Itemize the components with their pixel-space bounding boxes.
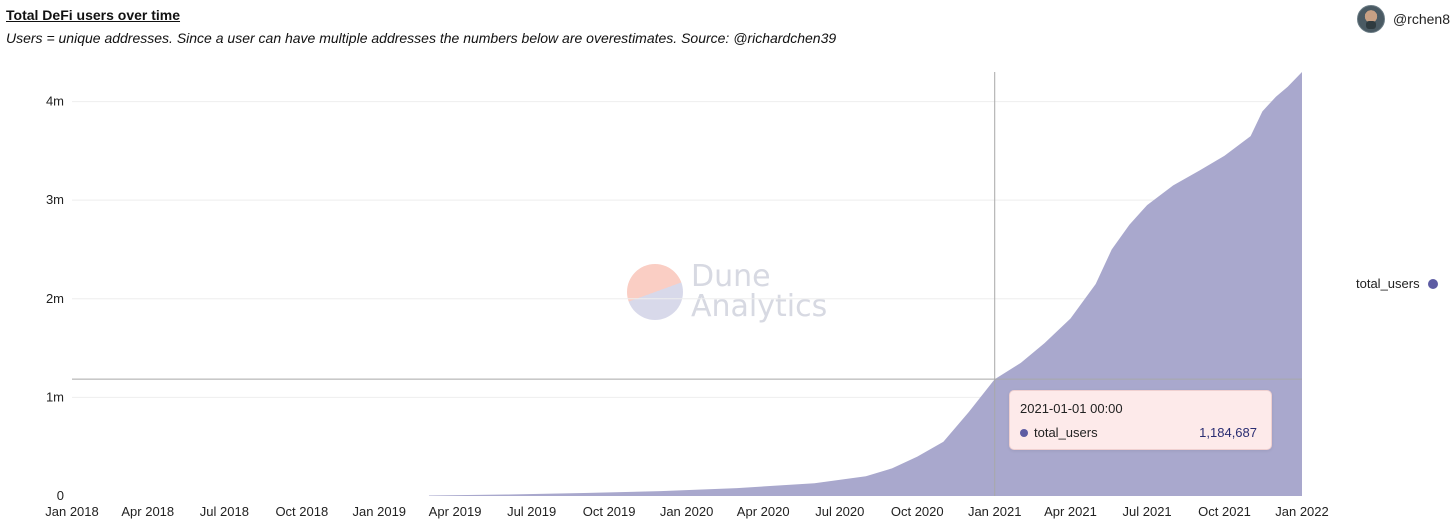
x-tick-label: Jan 2018 <box>45 504 99 519</box>
tooltip-series-swatch <box>1020 428 1028 437</box>
watermark: Dune Analytics <box>627 262 827 322</box>
y-tick-label: 2m <box>46 291 64 306</box>
chart-title[interactable]: Total DeFi users over time <box>6 7 181 23</box>
x-tick-label: Apr 2018 <box>121 504 174 519</box>
tooltip-series-name: total_users <box>1034 425 1098 440</box>
author-badge[interactable]: @rchen8 <box>1356 5 1450 33</box>
x-tick-label: Oct 2021 <box>1198 504 1251 519</box>
x-tick-label: Jul 2020 <box>815 504 864 519</box>
legend[interactable]: total_users <box>1356 276 1438 291</box>
crosshair <box>72 72 1302 496</box>
x-tick-label: Jul 2018 <box>200 504 249 519</box>
x-tick-label: Oct 2020 <box>891 504 944 519</box>
chart-subtitle: Users = unique addresses. Since a user c… <box>6 30 837 46</box>
y-tick-label: 1m <box>46 389 64 404</box>
dune-logo-icon <box>627 264 683 320</box>
author-name[interactable]: @rchen8 <box>1392 11 1450 27</box>
x-tick-label: Apr 2021 <box>1044 504 1097 519</box>
x-tick-label: Apr 2020 <box>737 504 790 519</box>
tooltip-value: 1,184,687 <box>1199 425 1257 440</box>
x-tick-label: Jan 2022 <box>1275 504 1329 519</box>
watermark-text: Dune Analytics <box>691 262 827 322</box>
tooltip-row: total_users 1,184,687 <box>1020 425 1257 440</box>
x-tick-label: Jan 2019 <box>353 504 407 519</box>
x-tick-label: Oct 2018 <box>275 504 328 519</box>
tooltip: 2021-01-01 00:00 total_users 1,184,687 <box>1009 390 1272 450</box>
x-tick-label: Jan 2021 <box>968 504 1022 519</box>
watermark-line2: Analytics <box>691 289 828 324</box>
legend-swatch <box>1427 278 1438 289</box>
tooltip-date: 2021-01-01 00:00 <box>1020 401 1123 416</box>
x-tick-label: Apr 2019 <box>429 504 482 519</box>
y-tick-label: 0 <box>57 488 64 503</box>
y-tick-label: 3m <box>46 192 64 207</box>
x-tick-label: Oct 2019 <box>583 504 636 519</box>
avatar[interactable] <box>1356 5 1385 33</box>
watermark-line1: Dune <box>691 259 771 294</box>
legend-label[interactable]: total_users <box>1356 276 1420 291</box>
x-axis: Jan 2018 Apr 2018 Jul 2018 Oct 2018 Jan 2019… <box>45 504 1329 519</box>
x-tick-label: Jul 2021 <box>1123 504 1172 519</box>
x-tick-label: Jul 2019 <box>507 504 556 519</box>
y-tick-label: 4m <box>46 94 64 109</box>
x-tick-label: Jan 2020 <box>660 504 714 519</box>
y-axis: 0 1m 2m 3m 4m <box>46 94 64 503</box>
